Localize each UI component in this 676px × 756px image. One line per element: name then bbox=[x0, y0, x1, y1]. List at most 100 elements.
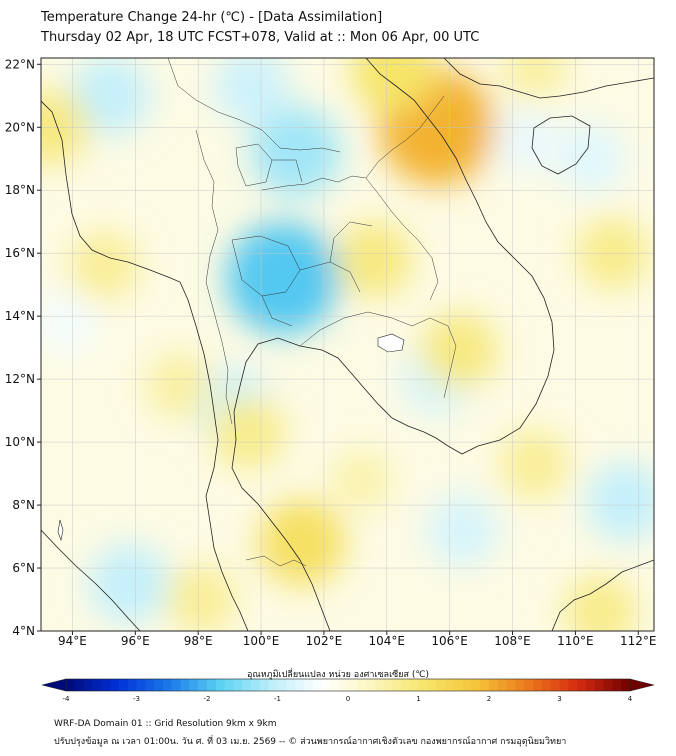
colorbar-segment bbox=[127, 679, 138, 691]
anomaly-blob-0 bbox=[226, 222, 340, 335]
colorbar-segment bbox=[339, 679, 349, 691]
border-thailand-laos bbox=[261, 175, 439, 301]
anomaly-blob-17 bbox=[420, 312, 498, 389]
provinces-central bbox=[231, 221, 373, 327]
colorbar-segment bbox=[418, 679, 428, 691]
anomaly-blob-5 bbox=[89, 543, 170, 624]
colorbar-segment bbox=[259, 679, 270, 691]
colorbar-segment bbox=[506, 679, 517, 691]
colorbar-segment bbox=[497, 679, 508, 691]
anomaly-blob-9 bbox=[492, 107, 558, 173]
colorbar-segment bbox=[541, 679, 552, 691]
colorbar-segment bbox=[74, 679, 85, 691]
colorbar-segment bbox=[83, 679, 94, 691]
anomaly-blob-15 bbox=[212, 396, 285, 470]
colorbar-segment bbox=[594, 679, 605, 691]
lon-tick-label: 102°E bbox=[306, 634, 343, 648]
colorbar-segment bbox=[189, 679, 199, 691]
islands bbox=[57, 333, 405, 542]
colorbar-tick-label: 3 bbox=[557, 695, 561, 703]
lat-tick-label: 12°N bbox=[5, 372, 35, 386]
lon-tick-label: 96°E bbox=[121, 634, 150, 648]
colorbar-segment bbox=[409, 679, 420, 691]
anomaly-blob-2 bbox=[70, 58, 151, 136]
colorbar-segment bbox=[603, 679, 613, 691]
lat-tick-label: 10°N bbox=[5, 435, 35, 449]
colorbar-segment bbox=[171, 679, 182, 691]
border-myanmar-china bbox=[167, 58, 341, 153]
colorbar-segment bbox=[101, 679, 111, 691]
colorbar-segment bbox=[110, 679, 120, 691]
tonle-sap-lake bbox=[377, 333, 405, 353]
anomaly-blob-21 bbox=[564, 575, 637, 631]
colorbar-tick-label: 4 bbox=[628, 695, 633, 703]
anomaly-blob-16 bbox=[336, 221, 413, 298]
colorbar-segment bbox=[515, 679, 525, 691]
colorbar-segment bbox=[568, 679, 578, 691]
lon-tick-label: 100°E bbox=[243, 634, 280, 648]
lon-tick-label: 106°E bbox=[431, 634, 468, 648]
anomaly-blob-23 bbox=[501, 58, 568, 101]
colorbar-segment bbox=[330, 679, 340, 691]
coastline-myanmar-bay bbox=[41, 100, 219, 441]
lat-tick-label: 22°N bbox=[5, 57, 35, 71]
colorbar-segment bbox=[303, 679, 314, 691]
colorbar-segment bbox=[400, 679, 411, 691]
colorbar-segment bbox=[550, 679, 561, 691]
colorbar-segment bbox=[136, 679, 146, 691]
colorbar-tick-label: -4 bbox=[63, 695, 71, 703]
colorbar-tick-label: -1 bbox=[274, 695, 281, 703]
colorbar-segment bbox=[295, 679, 305, 691]
footer-credits: ปรับปรุงข้อมูล ณ เวลา 01:00น. วัน ศ. ที่… bbox=[54, 737, 567, 747]
lon-tick-label: 108°E bbox=[494, 634, 531, 648]
lat-tick-label: 8°N bbox=[12, 498, 35, 512]
lat-tick-label: 16°N bbox=[5, 246, 35, 260]
colorbar-segment bbox=[436, 679, 446, 691]
colorbar-segment bbox=[233, 679, 243, 691]
colorbar-segment bbox=[383, 679, 393, 691]
anomaly-blob-20 bbox=[69, 231, 139, 301]
colorbar-segment bbox=[277, 679, 287, 691]
colorbar-segment bbox=[533, 679, 543, 691]
anomaly-blob-10 bbox=[425, 493, 499, 567]
provinces-north bbox=[235, 143, 303, 187]
coastline-china-south bbox=[443, 58, 654, 99]
lat-tick-label: 14°N bbox=[5, 309, 35, 323]
colorbar-segment bbox=[621, 679, 631, 691]
colorbar-segment bbox=[224, 679, 235, 691]
colorbar-segment bbox=[118, 679, 129, 691]
colorbar-segment bbox=[462, 679, 472, 691]
anomaly-blob-1 bbox=[250, 107, 342, 198]
coastline-sumatra bbox=[41, 529, 141, 631]
colorbar-segment bbox=[489, 679, 499, 691]
colorbar-segment bbox=[154, 679, 164, 691]
colorbar-segment bbox=[312, 679, 323, 691]
colorbar-segment bbox=[286, 679, 296, 691]
colorbar-tick-label: -2 bbox=[204, 695, 211, 703]
chart-subtitle: Thursday 02 Apr, 18 UTC FCST+078, Valid … bbox=[41, 30, 480, 45]
lat-tick-label: 6°N bbox=[12, 561, 35, 575]
colorbar-tick-label: 0 bbox=[346, 695, 350, 703]
colorbar-segment bbox=[268, 679, 279, 691]
anomaly-blob-25 bbox=[330, 448, 393, 511]
coastline-hainan bbox=[531, 115, 591, 175]
colorbar-segment bbox=[471, 679, 481, 691]
colorbar-segment bbox=[374, 679, 384, 691]
colorbar-segment bbox=[207, 679, 217, 691]
colorbar-tick-label: 2 bbox=[487, 695, 491, 703]
lon-tick-label: 98°E bbox=[184, 634, 213, 648]
colorbar-segment bbox=[612, 679, 622, 691]
border-thailand-myanmar bbox=[195, 129, 233, 425]
colorbar-segment bbox=[427, 679, 437, 691]
colorbar-segment bbox=[444, 679, 455, 691]
anomaly-blob-26 bbox=[146, 352, 213, 419]
andaman-islands bbox=[57, 519, 64, 542]
colorbar-label: อุณหภูมิเปลี่ยนแปลง หน่วย องศาเซลเซียส (… bbox=[246, 670, 430, 680]
colorbar-segment bbox=[480, 679, 490, 691]
colorbar-segment bbox=[524, 679, 534, 691]
lon-tick-label: 94°E bbox=[58, 634, 87, 648]
colorbar-segment bbox=[453, 679, 464, 691]
border-laos-vietnam bbox=[365, 95, 445, 179]
colorbar-segment bbox=[198, 679, 208, 691]
coastline-andaman-west bbox=[205, 439, 249, 631]
